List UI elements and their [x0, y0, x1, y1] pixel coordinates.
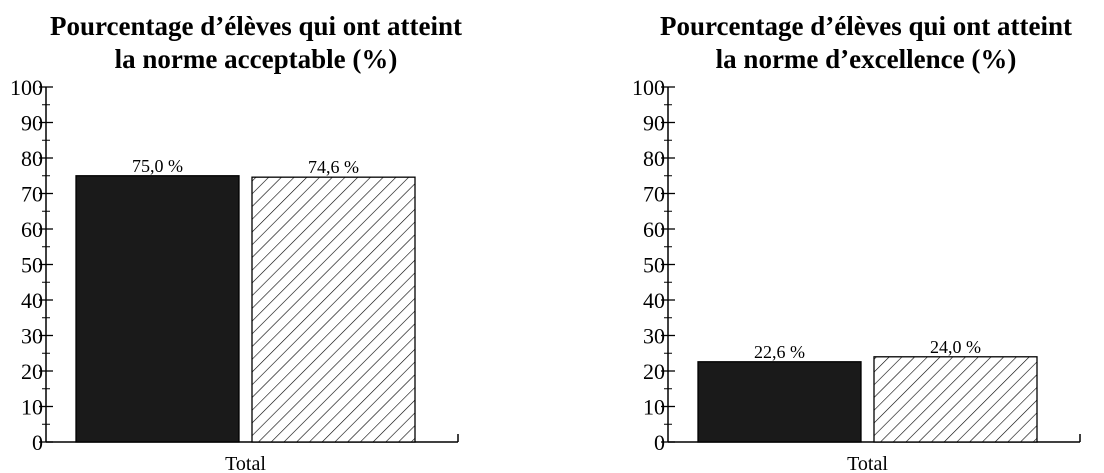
y-tick-label: 90: [21, 111, 43, 136]
x-category-label: Total: [847, 453, 888, 473]
y-tick-label: 80: [643, 146, 665, 171]
y-tick-label: 10: [21, 395, 43, 420]
bar-hatched: [873, 356, 1038, 443]
x-category-label: Total: [225, 453, 266, 473]
y-tick-label: 60: [643, 217, 665, 242]
y-tick-label: 10: [643, 395, 665, 420]
chart-title: Pourcentage d’élèves qui ont atteint la …: [628, 10, 1104, 76]
y-tick-label: 0: [654, 430, 665, 455]
bar-solid: [75, 175, 240, 443]
y-tick-label: 20: [21, 359, 43, 384]
y-tick-label: 40: [643, 288, 665, 313]
bar-value-label: 75,0 %: [132, 156, 183, 176]
chart-title-line-1: Pourcentage d’élèves qui ont atteint: [50, 11, 462, 41]
chart-acceptable-plot: 0 10 20 30 40 50 60 70 80 90 100 75,0 % 74,6 % Total: [10, 75, 459, 473]
chart-excellence: Pourcentage d’élèves qui ont atteint la …: [552, 0, 1104, 473]
chart-title-line-1: Pourcentage d’élèves qui ont atteint: [660, 11, 1072, 41]
chart-title-line-2: la norme d’excellence (%): [715, 44, 1017, 74]
y-tick-label: 0: [32, 430, 43, 455]
y-tick-label: 70: [643, 182, 665, 207]
bar-hatched: [251, 176, 416, 443]
bar-value-label: 74,6 %: [308, 157, 359, 177]
y-tick-label: 80: [21, 146, 43, 171]
y-tick-label: 30: [643, 324, 665, 349]
y-tick-label: 50: [21, 253, 43, 278]
y-tick-label: 40: [21, 288, 43, 313]
y-tick-label: 20: [643, 359, 665, 384]
y-tick-label: 100: [10, 75, 43, 100]
bar-value-label: 24,0 %: [930, 337, 981, 357]
chart-excellence-group: 0 10 20 30 40 50 60 70 80 90 100 22,6 % 24,0 % Total: [632, 75, 1081, 473]
chart-title: Pourcentage d’élèves qui ont atteint la …: [0, 10, 512, 76]
y-tick-label: 90: [643, 111, 665, 136]
y-tick-label: 70: [21, 182, 43, 207]
y-tick-label: 50: [643, 253, 665, 278]
chart-acceptable: Pourcentage d’élèves qui ont atteint la …: [0, 10, 512, 473]
y-tick-label: 60: [21, 217, 43, 242]
chart-title-line-2: la norme acceptable (%): [114, 44, 398, 74]
y-tick-label: 100: [632, 75, 665, 100]
y-tick-label: 30: [21, 324, 43, 349]
bar-value-label: 22,6 %: [754, 342, 805, 362]
chart-excellence-plot: 0 10 20 30 40 50 60 70 80 90 100 22,6 % 24,0 % Total: [632, 75, 1081, 473]
bar-solid: [697, 361, 862, 443]
